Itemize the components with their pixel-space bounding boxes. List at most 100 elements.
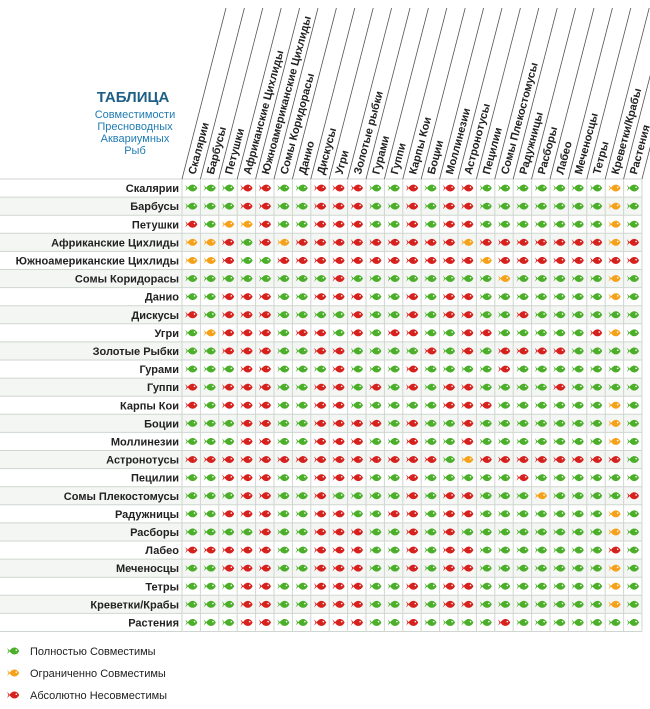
- fish-icon: [534, 510, 547, 518]
- fish-icon: [534, 419, 547, 427]
- fish-icon: [258, 257, 271, 264]
- fish-icon: [553, 347, 566, 355]
- row-label: Южноамериканские Цихлиды: [16, 255, 179, 267]
- header-slant-line: [384, 7, 429, 180]
- fish-icon: [534, 311, 547, 319]
- fish-icon: [295, 456, 308, 463]
- fish-icon: [442, 474, 455, 482]
- fish-icon: [406, 474, 419, 482]
- fish-icon: [222, 600, 235, 608]
- fish-icon: [534, 564, 547, 572]
- fish-icon: [442, 510, 455, 518]
- fish-icon: [498, 293, 511, 301]
- fish-icon: [240, 474, 253, 482]
- fish-icon: [369, 257, 382, 264]
- fish-icon: [424, 365, 437, 373]
- header-slant-line: [365, 7, 411, 180]
- fish-icon: [332, 528, 345, 536]
- fish-icon: [350, 202, 363, 210]
- fish-icon: [461, 528, 474, 536]
- fish-icon: [498, 257, 511, 264]
- fish-icon: [424, 474, 437, 482]
- fish-icon: [258, 238, 271, 246]
- fish-icon: [185, 238, 198, 246]
- fish-icon: [479, 365, 492, 373]
- fish-icon: [461, 184, 474, 192]
- fish-icon: [350, 419, 363, 427]
- fish-icon: [314, 582, 327, 590]
- fish-icon: [222, 401, 235, 409]
- fish-icon: [387, 546, 400, 554]
- fish-icon: [332, 311, 345, 319]
- fish-icon: [424, 619, 437, 626]
- row-label: Боции: [144, 418, 179, 430]
- fish-icon: [553, 275, 566, 282]
- fish-icon: [332, 438, 345, 445]
- fish-icon: [258, 546, 271, 554]
- fish-icon: [608, 257, 621, 264]
- fish-icon: [258, 492, 271, 500]
- fish-icon: [626, 311, 639, 319]
- fish-icon: [571, 329, 584, 337]
- header-slant-line: [273, 7, 319, 180]
- fish-icon: [350, 238, 363, 246]
- fish-icon: [626, 365, 639, 373]
- fish-icon: [203, 419, 216, 427]
- fish-icon: [258, 347, 271, 355]
- fish-icon: [222, 528, 235, 536]
- fish-icon: [222, 220, 235, 228]
- fish-icon: [314, 311, 327, 319]
- fish-icon: [590, 419, 603, 427]
- fish-icon: [424, 546, 437, 554]
- fish-icon: [424, 293, 437, 301]
- fish-icon: [608, 275, 621, 282]
- fish-icon: [314, 329, 327, 337]
- fish-icon: [295, 184, 308, 192]
- fish-icon: [424, 564, 437, 572]
- fish-icon: [314, 419, 327, 427]
- fish-icon: [387, 238, 400, 246]
- column-label: Тетры: [591, 140, 611, 176]
- fish-icon: [314, 293, 327, 301]
- fish-icon: [203, 510, 216, 518]
- fish-icon: [498, 600, 511, 608]
- fish-icon: [516, 220, 529, 228]
- fish-icon: [626, 347, 639, 355]
- fish-icon: [553, 329, 566, 337]
- fish-icon: [461, 600, 474, 608]
- fish-icon: [590, 546, 603, 554]
- fish-icon: [314, 456, 327, 463]
- fish-icon: [571, 365, 584, 373]
- fish-icon: [442, 600, 455, 608]
- fish-icon: [350, 383, 363, 391]
- fish-icon: [314, 184, 327, 192]
- fish-icon: [571, 619, 584, 626]
- row-label: Барбусы: [130, 201, 179, 213]
- fish-icon: [240, 492, 253, 500]
- fish-icon: [185, 456, 198, 463]
- fish-icon: [332, 293, 345, 301]
- fish-icon: [258, 510, 271, 518]
- fish-icon: [258, 401, 271, 409]
- fish-icon: [369, 419, 382, 427]
- fish-icon: [424, 492, 437, 500]
- header-slant-line: [200, 7, 245, 180]
- fish-icon: [626, 438, 639, 445]
- fish-icon: [387, 202, 400, 210]
- fish-icon: [369, 438, 382, 445]
- fish-icon: [571, 456, 584, 463]
- fish-icon: [608, 619, 621, 626]
- fish-icon: [295, 257, 308, 264]
- fish-icon: [516, 419, 529, 427]
- fish-icon: [553, 257, 566, 264]
- fish-icon: [258, 220, 271, 228]
- fish-icon: [406, 456, 419, 463]
- fish-icon: [350, 311, 363, 319]
- fish-icon: [258, 474, 271, 482]
- fish-icon: [608, 438, 621, 445]
- fish-icon: [387, 365, 400, 373]
- fish-icon: [608, 474, 621, 482]
- header-slant-line: [439, 7, 484, 180]
- fish-icon: [608, 365, 621, 373]
- fish-icon: [571, 257, 584, 264]
